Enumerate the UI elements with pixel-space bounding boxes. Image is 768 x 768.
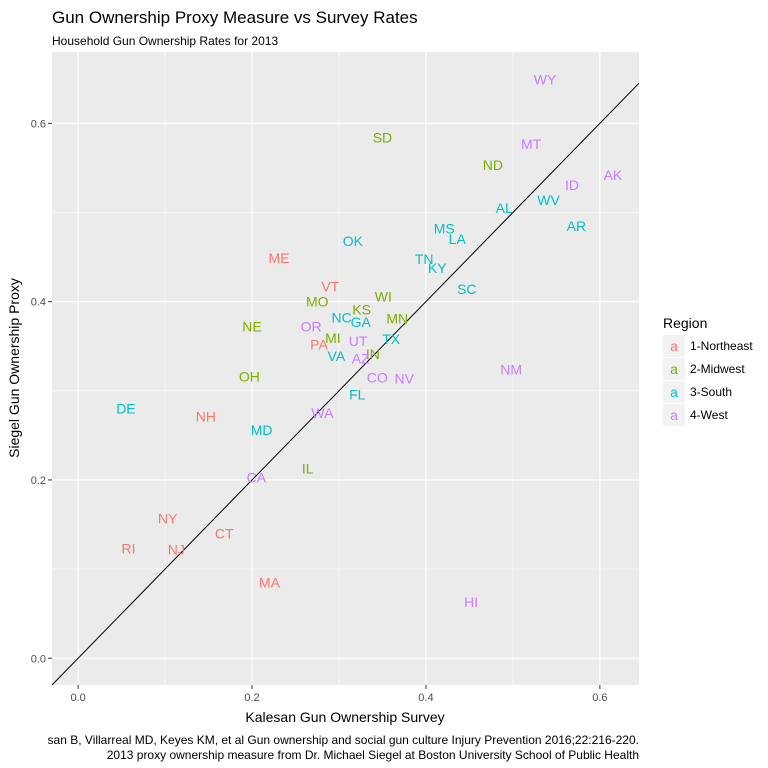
point-label-tx: TX <box>382 331 401 347</box>
x-axis: 0.0 0.2 0.4 0.6 <box>70 685 608 704</box>
legend-key-background <box>663 335 685 357</box>
y-tick-label: 0.2 <box>31 475 46 487</box>
y-axis-title: Siegel Gun Ownership Proxy <box>6 278 22 458</box>
x-tick-label: 0.2 <box>244 692 259 704</box>
point-label-ct: CT <box>215 525 234 541</box>
point-label-md: MD <box>251 422 273 438</box>
legend-entry-label: 2-Midwest <box>690 362 745 376</box>
point-label-va: VA <box>328 348 346 364</box>
point-label-ne: NE <box>242 319 261 335</box>
legend-key-glyph: a <box>670 361 678 377</box>
point-label-ok: OK <box>343 233 364 249</box>
point-label-nc: NC <box>331 310 351 326</box>
legend-key-glyph: a <box>670 338 678 354</box>
y-axis: 0.0 0.2 0.4 0.6 <box>31 118 52 665</box>
grid-lines <box>52 52 639 685</box>
x-tick-label: 0.4 <box>418 692 433 704</box>
point-label-oh: OH <box>239 369 260 385</box>
legend-key-glyph: a <box>670 384 678 400</box>
point-label-mo: MO <box>306 294 329 310</box>
point-label-nv: NV <box>394 370 414 386</box>
point-label-il: IL <box>302 460 314 476</box>
point-label-pa: PA <box>310 336 328 352</box>
point-label-nj: NJ <box>168 541 185 557</box>
point-label-nh: NH <box>196 409 216 425</box>
point-label-ny: NY <box>158 510 178 526</box>
point-label-vt: VT <box>321 278 339 294</box>
point-label-sd: SD <box>373 130 392 146</box>
chart-subtitle: Household Gun Ownership Rates for 2013 <box>52 34 278 48</box>
point-label-ri: RI <box>122 541 136 557</box>
legend-entry-label: 3-South <box>690 385 732 399</box>
plot-panel <box>52 52 639 685</box>
x-axis-title: Kalesan Gun Ownership Survey <box>245 709 444 725</box>
point-label-wi: WI <box>375 288 392 304</box>
reference-line-layer <box>51 82 640 686</box>
point-label-de: DE <box>116 401 135 417</box>
y-tick-label: 0.0 <box>31 653 46 665</box>
legend-entry-label: 1-Northeast <box>690 339 753 353</box>
point-label-ar: AR <box>567 218 586 234</box>
point-label-ga: GA <box>351 314 372 330</box>
point-label-ky: KY <box>428 260 447 276</box>
point-label-wa: WA <box>311 405 334 421</box>
point-label-nd: ND <box>483 157 503 173</box>
point-label-sc: SC <box>457 281 476 297</box>
point-label-ms: MS <box>434 221 455 237</box>
point-label-mi: MI <box>325 330 341 346</box>
legend: Region a 1-Northeast a 2-Midwest a 3-South a 4-… <box>663 315 753 426</box>
point-label-tn: TN <box>415 251 434 267</box>
point-label-wy: WY <box>534 72 557 88</box>
legend-key-background <box>663 358 685 380</box>
x-tick-label: 0.6 <box>592 692 607 704</box>
point-label-id: ID <box>565 177 579 193</box>
legend-key-background <box>663 404 685 426</box>
legend-key-background <box>663 381 685 403</box>
point-label-ut: UT <box>349 333 368 349</box>
point-label-ks: KS <box>352 302 371 318</box>
point-label-az: AZ <box>352 351 370 367</box>
y-tick-label: 0.4 <box>31 297 46 309</box>
point-label-hi: HI <box>464 594 478 610</box>
point-label-ma: MA <box>259 574 281 590</box>
point-label-or: OR <box>301 319 322 335</box>
point-label-mn: MN <box>386 311 408 327</box>
point-label-al: AL <box>496 200 513 216</box>
legend-entry-label: 4-West <box>690 408 728 422</box>
x-tick-label: 0.0 <box>70 692 85 704</box>
legend-title: Region <box>663 315 707 331</box>
point-label-me: ME <box>268 250 289 266</box>
chart-title: Gun Ownership Proxy Measure vs Survey Ra… <box>52 8 418 27</box>
point-label-fl: FL <box>349 386 366 402</box>
caption-line-1: san B, Villarreal MD, Keyes KM, et al Gu… <box>48 733 639 747</box>
point-label-ca: CA <box>247 469 267 485</box>
caption-line-2: 2013 proxy ownership measure from Dr. Mi… <box>107 748 639 762</box>
point-label-nm: NM <box>500 361 522 377</box>
point-label-ak: AK <box>604 167 623 183</box>
point-label-la: LA <box>449 231 467 247</box>
y-tick-label: 0.6 <box>31 118 46 130</box>
legend-key-glyph: a <box>670 407 678 423</box>
reference-line <box>51 82 640 686</box>
point-label-co: CO <box>367 369 388 385</box>
point-label-mt: MT <box>521 136 542 152</box>
point-label-wv: WV <box>537 192 560 208</box>
point-label-in: IN <box>366 346 380 362</box>
